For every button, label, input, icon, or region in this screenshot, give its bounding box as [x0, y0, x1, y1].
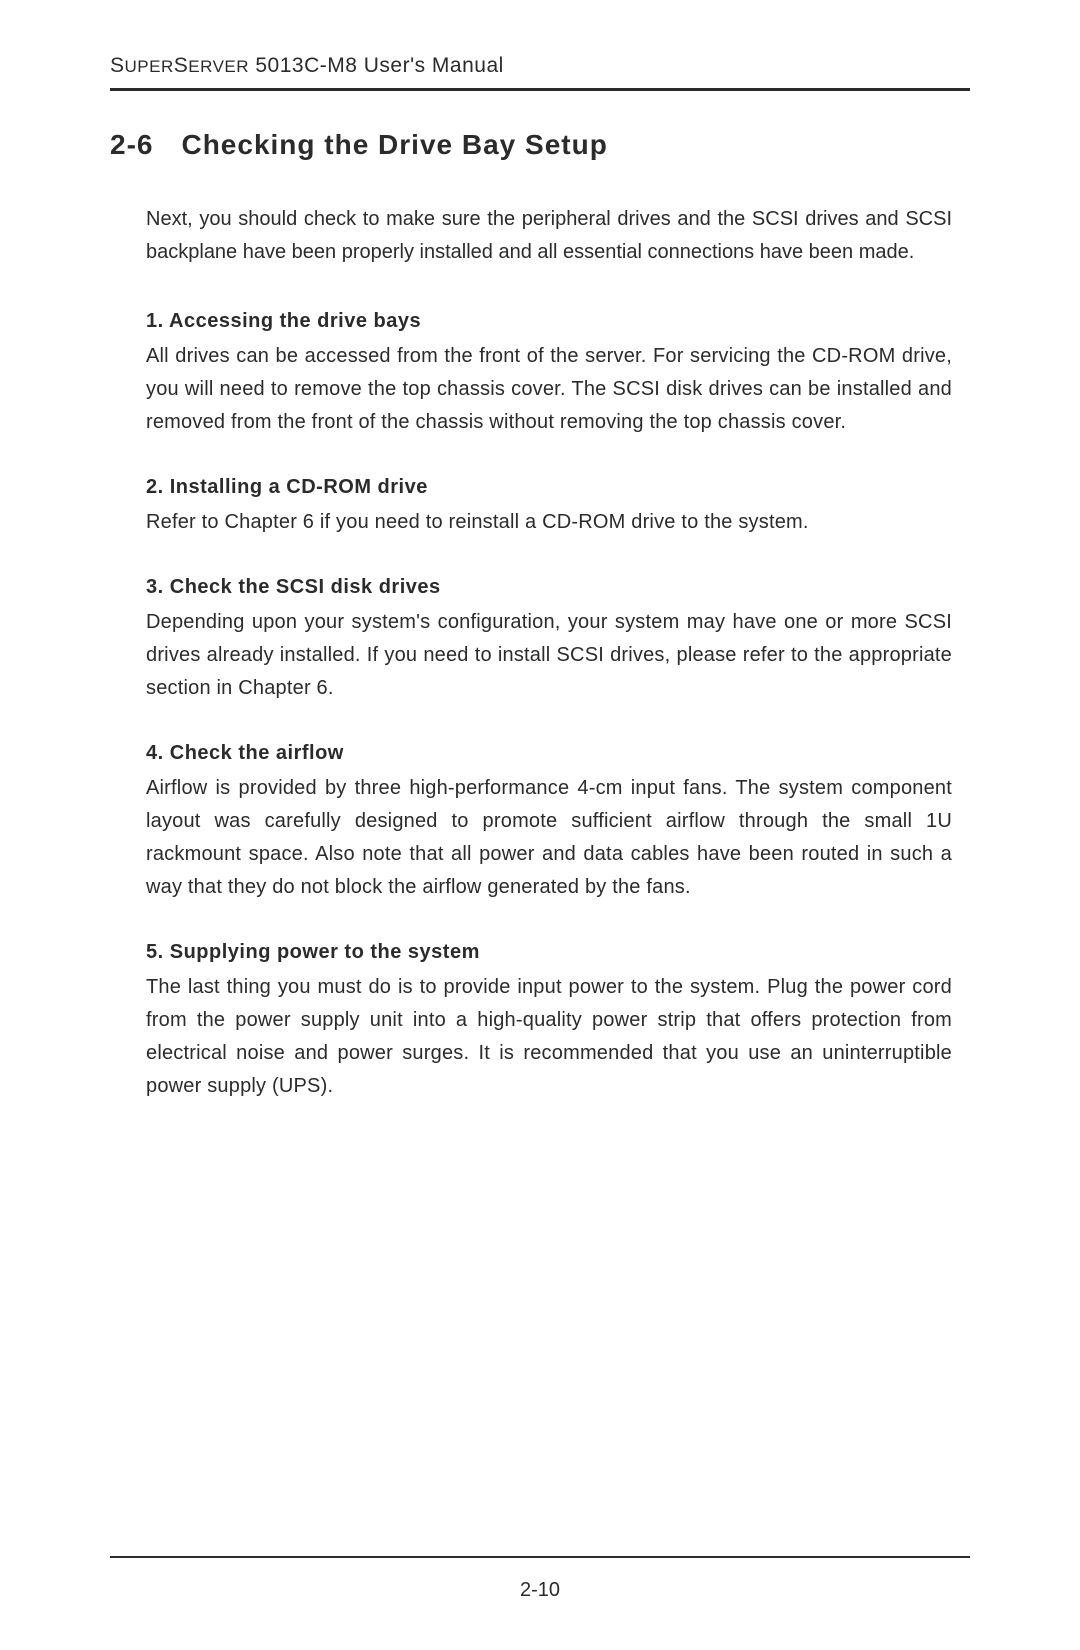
item-body: Depending upon your system's configurati… — [146, 606, 952, 705]
header-rule — [110, 88, 970, 91]
header-text: SUPERSERVER 5013C-M8 User's Manual — [110, 54, 504, 77]
item-body: All drives can be accessed from the fron… — [146, 340, 952, 439]
item-body: Airflow is provided by three high-perfor… — [146, 772, 952, 904]
item-body: The last thing you must do is to provide… — [146, 971, 952, 1103]
item-body: Refer to Chapter 6 if you need to reinst… — [146, 506, 952, 539]
list-item: 5. Supplying power to the system The las… — [146, 936, 952, 1103]
running-header: SUPERSERVER 5013C-M8 User's Manual — [110, 54, 970, 78]
section-title: Checking the Drive Bay Setup — [181, 129, 607, 160]
intro-paragraph: Next, you should check to make sure the … — [146, 203, 952, 269]
item-heading: 5. Supplying power to the system — [146, 936, 952, 969]
item-heading: 3. Check the SCSI disk drives — [146, 571, 952, 604]
item-heading: 1. Accessing the drive bays — [146, 305, 952, 338]
manual-page: SUPERSERVER 5013C-M8 User's Manual 2-6 Ch… — [0, 0, 1080, 1650]
list-item: 2. Installing a CD-ROM drive Refer to Ch… — [146, 471, 952, 539]
item-heading: 2. Installing a CD-ROM drive — [146, 471, 952, 504]
list-item: 4. Check the airflow Airflow is provided… — [146, 737, 952, 904]
list-item: 1. Accessing the drive bays All drives c… — [146, 305, 952, 439]
section-number: 2-6 — [110, 129, 153, 161]
list-item: 3. Check the SCSI disk drives Depending … — [146, 571, 952, 705]
item-heading: 4. Check the airflow — [146, 737, 952, 770]
footer-rule — [110, 1556, 970, 1558]
page-number: 2-10 — [0, 1579, 1080, 1602]
section-heading: 2-6 Checking the Drive Bay Setup — [110, 129, 970, 161]
